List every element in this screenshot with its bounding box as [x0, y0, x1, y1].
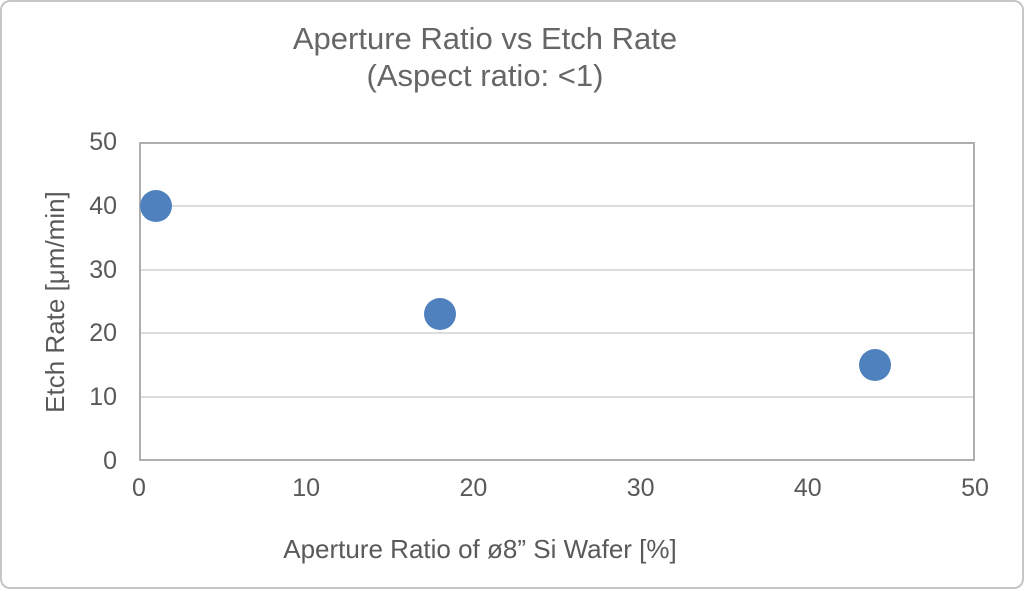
x-tick-label: 30 [626, 474, 655, 502]
x-tick-label: 20 [459, 474, 488, 502]
y-tick-label: 0 [103, 447, 117, 475]
chart-title-block: Aperture Ratio vs Etch Rate (Aspect rati… [85, 20, 885, 94]
y-tick-label: 40 [89, 191, 117, 220]
x-tick-label: 10 [292, 474, 321, 502]
chart-title: Aperture Ratio vs Etch Rate [292, 21, 678, 56]
data-point [858, 349, 891, 382]
chart-subtitle: (Aspect ratio: <1) [366, 58, 604, 93]
gridline [141, 268, 973, 271]
y-tick-label: 30 [89, 255, 117, 284]
x-tick-label: 40 [793, 474, 822, 502]
x-tick-label: 0 [132, 474, 146, 502]
plot-area [139, 142, 975, 461]
data-point [423, 298, 456, 331]
x-tick-label: 50 [961, 474, 989, 502]
x-axis-title: Aperture Ratio of ø8” Si Wafer [%] [283, 534, 677, 564]
gridline [141, 332, 973, 335]
y-tick-label: 50 [89, 128, 117, 156]
y-tick-label: 10 [89, 383, 117, 412]
gridline [141, 204, 973, 207]
y-tick-label: 20 [89, 319, 117, 348]
gridline [141, 396, 973, 399]
data-point [139, 189, 172, 222]
